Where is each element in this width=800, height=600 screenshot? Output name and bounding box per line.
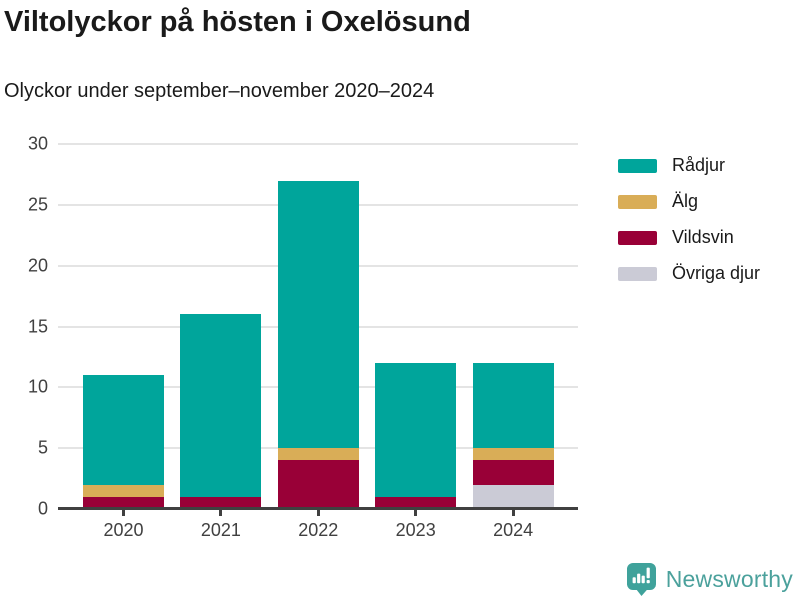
grid-line <box>58 203 578 206</box>
x-tick-label: 2023 <box>395 520 436 540</box>
bar-segment <box>180 314 262 497</box>
legend-swatch <box>618 194 657 209</box>
x-tick-label: 2022 <box>298 520 339 540</box>
grid-line <box>58 325 578 328</box>
legend-item: Älg <box>618 191 760 212</box>
bar-segment <box>277 448 359 461</box>
chart-subtitle: Olyckor under september–november 2020–20… <box>4 80 435 102</box>
legend-item: Vildsvin <box>618 227 760 248</box>
legend-item: Rådjur <box>618 155 760 176</box>
x-tick-mark <box>414 510 418 516</box>
bar-segment <box>472 484 554 509</box>
x-tick-mark <box>316 510 320 516</box>
x-tick-label: 2024 <box>493 520 534 540</box>
legend-label: Älg <box>672 191 699 211</box>
bar-segment <box>83 496 164 509</box>
bar-segment <box>83 375 164 485</box>
x-tick-mark <box>122 510 125 516</box>
x-tick-mark <box>219 510 223 516</box>
bar-segment <box>472 448 554 461</box>
brand-footer: Newsworthy <box>626 563 793 596</box>
newsworthy-logo-icon <box>626 563 656 596</box>
bar-segment <box>277 460 359 509</box>
x-tick-mark <box>511 510 515 516</box>
legend-item: Övriga djur <box>618 263 760 284</box>
legend-label: Vildsvin <box>672 227 734 247</box>
legend-swatch <box>618 230 657 245</box>
y-tick-label: 0 <box>37 498 48 519</box>
bar-segment <box>83 484 164 497</box>
bar-segment <box>472 460 554 485</box>
grid-line <box>58 143 578 145</box>
grid-line <box>58 447 578 450</box>
y-tick-label: 20 <box>27 255 48 276</box>
bar-segment <box>277 180 359 449</box>
x-axis-line <box>58 507 578 510</box>
bar-segment <box>375 363 457 497</box>
brand-name: Newsworthy <box>665 566 793 592</box>
legend-swatch <box>618 266 657 281</box>
y-tick-label: 25 <box>27 194 48 215</box>
legend-swatch <box>618 158 657 173</box>
x-tick-label: 2020 <box>103 520 144 540</box>
y-tick-label: 30 <box>27 133 48 154</box>
legend: Rådjur Älg Vildsvin Övriga djur <box>618 155 760 299</box>
y-tick-label: 15 <box>27 316 48 336</box>
legend-label: Övriga djur <box>672 263 761 283</box>
chart-title: Viltolyckor på hösten i Oxelösund <box>4 6 471 38</box>
grid-line <box>58 264 578 267</box>
bar-segment <box>375 496 457 509</box>
legend-label: Rådjur <box>672 155 726 175</box>
bar-segment <box>472 363 554 449</box>
bar-segment <box>180 496 262 509</box>
grid-line <box>58 386 578 389</box>
y-tick-label: 10 <box>27 376 48 397</box>
x-tick-label: 2021 <box>200 520 241 540</box>
y-tick-label: 5 <box>37 437 48 458</box>
